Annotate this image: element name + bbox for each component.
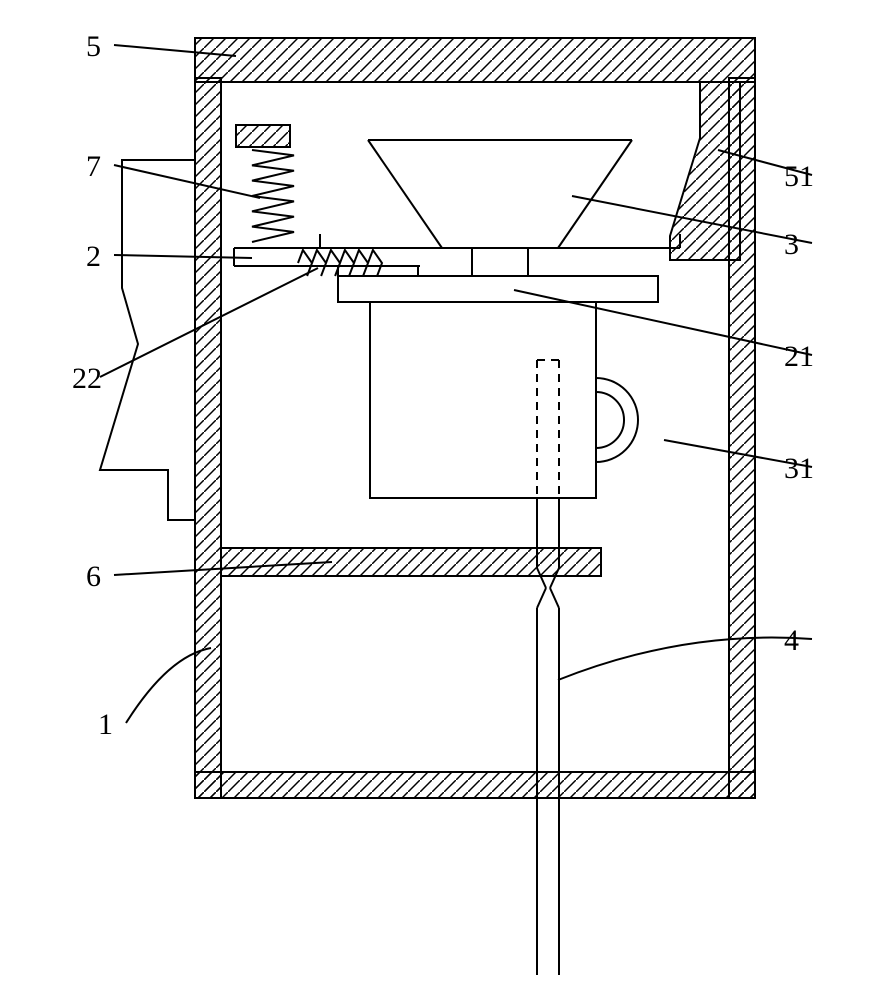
- figure-canvas: 572226151321314: [0, 0, 877, 1000]
- callout-31: 31: [784, 452, 814, 486]
- diagram-svg: [0, 0, 877, 1000]
- callout-3: 3: [784, 228, 799, 262]
- callout-21: 21: [784, 340, 814, 374]
- callout-51: 51: [784, 160, 814, 194]
- callout-6: 6: [86, 560, 101, 594]
- callout-5: 5: [86, 30, 101, 64]
- callout-1: 1: [98, 708, 113, 742]
- callout-22: 22: [72, 362, 102, 396]
- callout-7: 7: [86, 150, 101, 184]
- callout-4: 4: [784, 624, 799, 658]
- callout-2: 2: [86, 240, 101, 274]
